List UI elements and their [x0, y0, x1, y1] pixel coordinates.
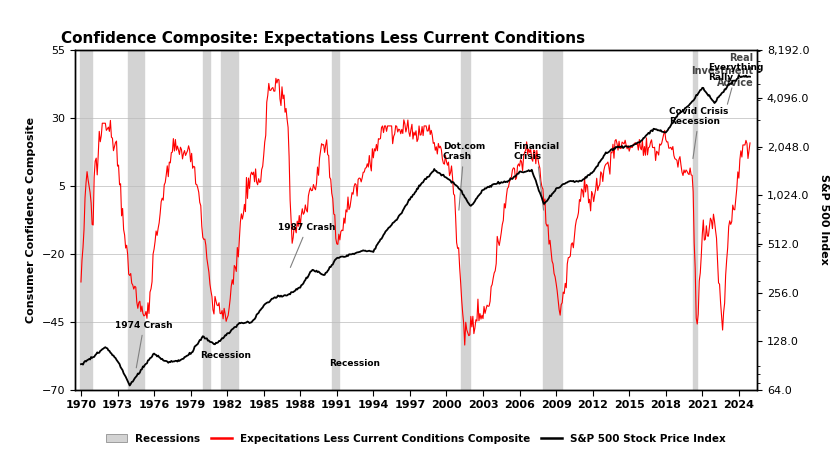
Text: 1974 Crash: 1974 Crash	[115, 321, 173, 368]
Bar	[221, 50, 238, 390]
Text: Recession: Recession	[329, 359, 380, 368]
Y-axis label: Consumer Confidence Composite: Consumer Confidence Composite	[26, 117, 36, 323]
Bar	[332, 50, 339, 390]
Text: Dot.com
Crash: Dot.com Crash	[443, 142, 485, 210]
Text: Real
Investment
Advice: Real Investment Advice	[691, 53, 754, 88]
Bar	[80, 50, 92, 390]
Text: Recession: Recession	[201, 351, 251, 360]
Text: Financial
Crisis: Financial Crisis	[513, 142, 560, 210]
Bar	[542, 50, 562, 390]
Bar	[461, 50, 469, 390]
Bar	[203, 50, 210, 390]
Y-axis label: S&P 500 Index: S&P 500 Index	[819, 174, 829, 265]
Text: Confidence Composite: Expectations Less Current Conditions: Confidence Composite: Expectations Less …	[62, 31, 586, 46]
Text: Covid Crisis
Recession: Covid Crisis Recession	[670, 106, 729, 159]
Text: 1987 Crash: 1987 Crash	[279, 223, 336, 267]
Bar	[128, 50, 144, 390]
Legend: Recessions, Expecitations Less Current Conditions Composite, S&P 500 Stock Price: Recessions, Expecitations Less Current C…	[102, 429, 730, 448]
Bar	[692, 50, 697, 390]
Text: Everything
Rally: Everything Rally	[708, 63, 764, 104]
